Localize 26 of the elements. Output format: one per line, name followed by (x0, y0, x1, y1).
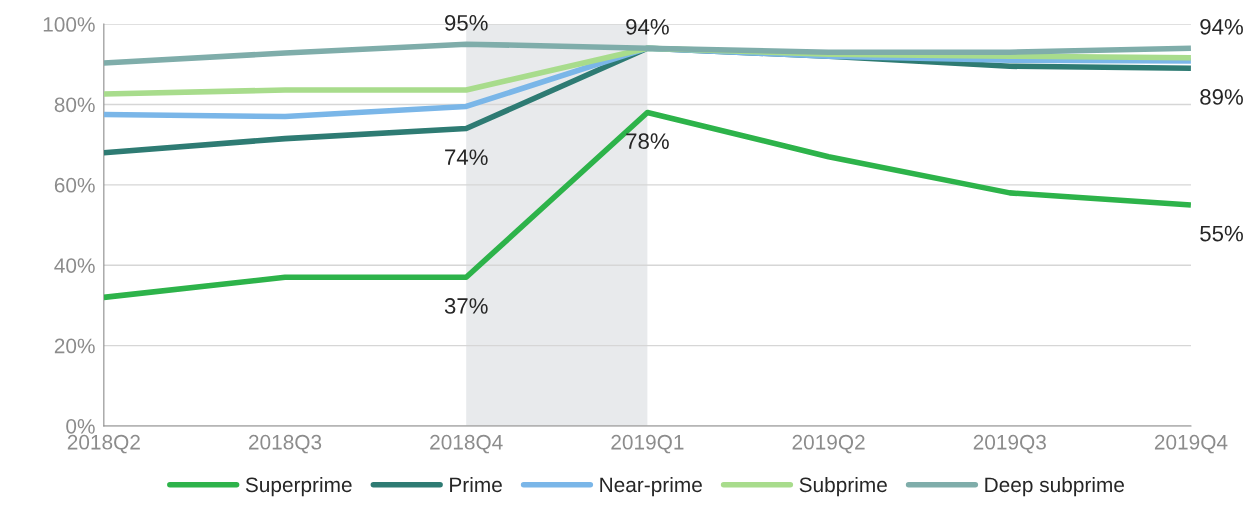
x-tick-label: 2018Q2 (67, 434, 140, 454)
y-tick-label: 40% (54, 258, 95, 273)
x-tick-label: 2019Q2 (792, 434, 865, 454)
y-tick-label: 0% (66, 418, 95, 434)
y-tick-label: 20% (54, 338, 95, 354)
x-tick-label: 2019Q4 (1154, 434, 1228, 454)
x-tick-label: 2019Q1 (611, 434, 684, 454)
y-tick-label: 100% (43, 17, 95, 32)
x-tick-label: 2018Q4 (430, 434, 503, 454)
annotation: 74% (445, 149, 488, 165)
x-tick-label: 2019Q3 (973, 434, 1046, 454)
annotation: 55% (1200, 225, 1243, 242)
annotation: 94% (626, 18, 669, 35)
x-tick-label: 2018Q3 (249, 434, 322, 454)
legend-label: Deep subprime (985, 476, 1124, 497)
annotation: 78% (626, 133, 669, 150)
legend-label: Subprime (799, 476, 887, 497)
annotation: 37% (444, 298, 488, 314)
legend-label: Near-prime (600, 476, 702, 497)
annotation: 94% (1200, 18, 1243, 35)
annotation: 89% (1200, 89, 1243, 105)
y-tick-label: 80% (54, 97, 95, 113)
y-tick-label: 60% (54, 177, 95, 193)
legend-label: Prime (450, 476, 502, 493)
annotation: 95% (445, 14, 488, 31)
legend-label: Superprime (245, 476, 352, 497)
